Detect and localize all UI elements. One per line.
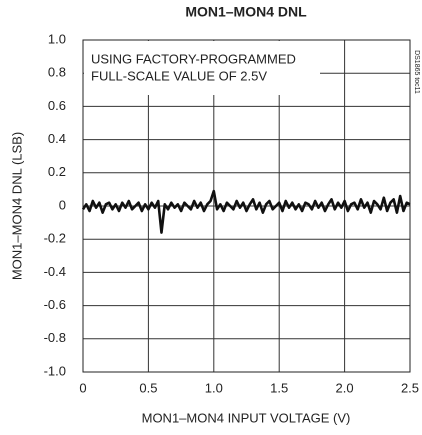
x-tick-label: 0 (79, 380, 86, 395)
y-tick-label: -0.4 (44, 264, 66, 279)
x-tick-label: 2.0 (336, 380, 354, 395)
x-tick-label: 1.5 (270, 380, 288, 395)
y-tick-label: 1.0 (48, 31, 66, 46)
y-tick-label: 0.8 (48, 65, 66, 80)
y-tick-label: -1.0 (44, 363, 66, 378)
y-tick-label: 0.4 (48, 131, 66, 146)
x-tick-label: 1.0 (205, 380, 223, 395)
side-note: DS1865 toc11 (413, 50, 420, 94)
y-axis-label: MON1–MON4 DNL (LSB) (9, 132, 24, 280)
x-axis-label: MON1–MON4 INPUT VOLTAGE (V) (142, 410, 351, 425)
data-line (81, 189, 411, 234)
y-tick-label: 0.2 (48, 164, 66, 179)
x-tick-label: 0.5 (139, 380, 157, 395)
x-tick-label: 2.5 (401, 380, 419, 395)
annotation: USING FACTORY-PROGRAMMED (91, 51, 296, 66)
chart-title: MON1–MON4 DNL (185, 4, 307, 20)
y-tick-label: 0 (59, 197, 66, 212)
annotation: FULL-SCALE VALUE OF 2.5V (91, 68, 267, 83)
plot-frame (82, 39, 411, 373)
y-tick-label: -0.8 (44, 330, 66, 345)
y-tick-label: 0.6 (48, 98, 66, 113)
annotation-box (84, 41, 320, 95)
y-tick-label: -0.2 (44, 231, 66, 246)
y-tick-label: -0.6 (44, 297, 66, 312)
